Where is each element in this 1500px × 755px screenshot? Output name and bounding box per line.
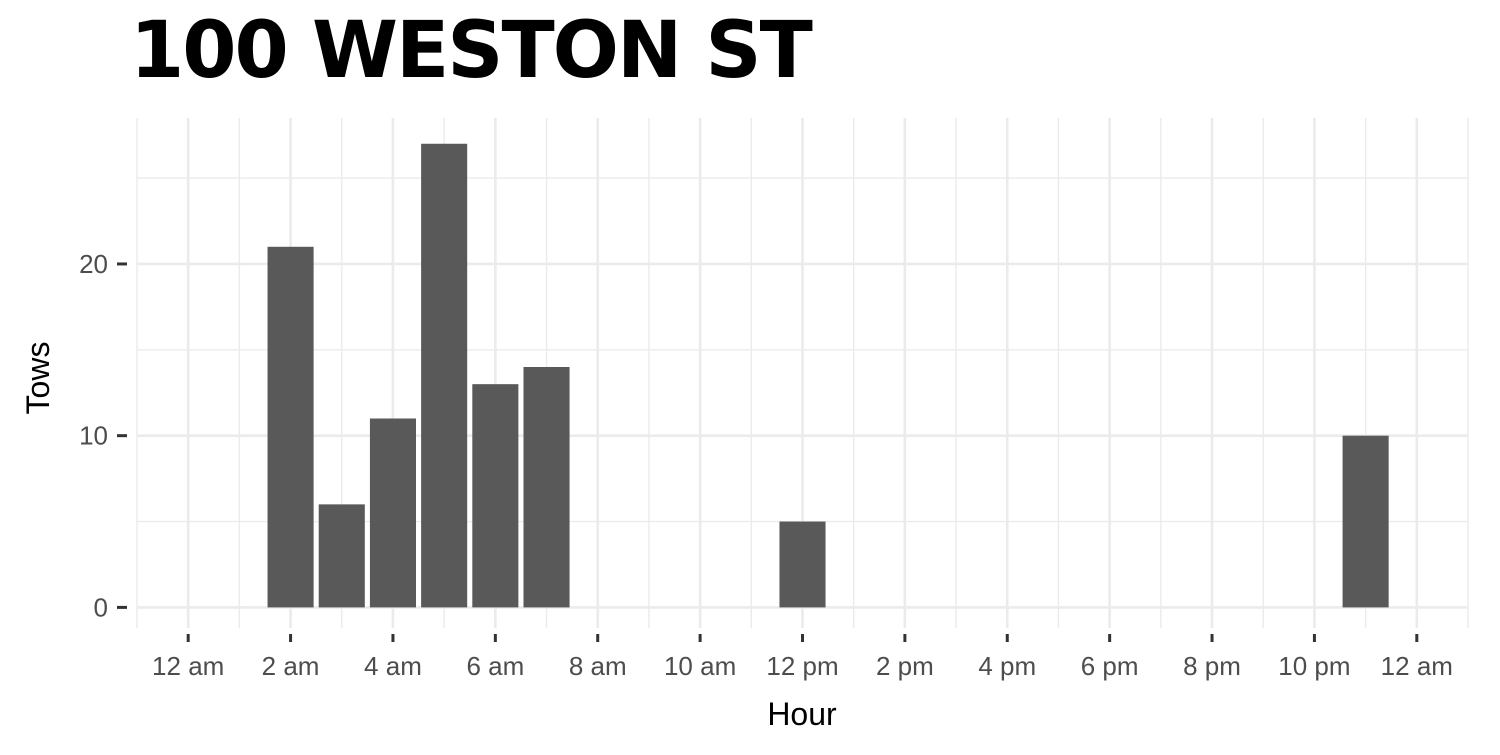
x-tick-label: 10 am [664,651,736,681]
x-tick-label: 2 pm [876,651,934,681]
x-tick-label: 4 pm [978,651,1036,681]
bar [523,366,570,608]
x-axis: 12 am 2 am 4 am 6 am 8 am 10 am 12 pm 2 pm 4 pm 6… [152,634,1453,681]
bar [421,143,468,608]
bar [267,246,314,608]
x-tick-label: 4 am [364,651,422,681]
y-axis: 0 10 20 [79,249,127,622]
y-tick-label: 10 [79,421,108,451]
bar [369,418,416,608]
y-axis-title: Tows [20,342,56,415]
bar [779,521,826,608]
x-tick-label: 10 pm [1278,651,1350,681]
y-tick-label: 0 [94,592,108,622]
bar [318,504,365,608]
bar [472,384,519,608]
x-tick-label: 12 pm [766,651,838,681]
x-tick-label: 8 pm [1183,651,1241,681]
chart-title: 100 WESTON ST [130,6,813,96]
x-tick-label: 12 am [152,651,224,681]
x-tick-label: 12 am [1381,651,1453,681]
x-tick-label: 8 am [569,651,627,681]
x-tick-label: 6 pm [1081,651,1139,681]
x-tick-label: 6 am [466,651,524,681]
bars [267,143,1389,608]
bar [1342,435,1389,608]
x-tick-label: 2 am [262,651,320,681]
y-tick-label: 20 [79,249,108,279]
x-axis-title: Hour [767,696,837,732]
